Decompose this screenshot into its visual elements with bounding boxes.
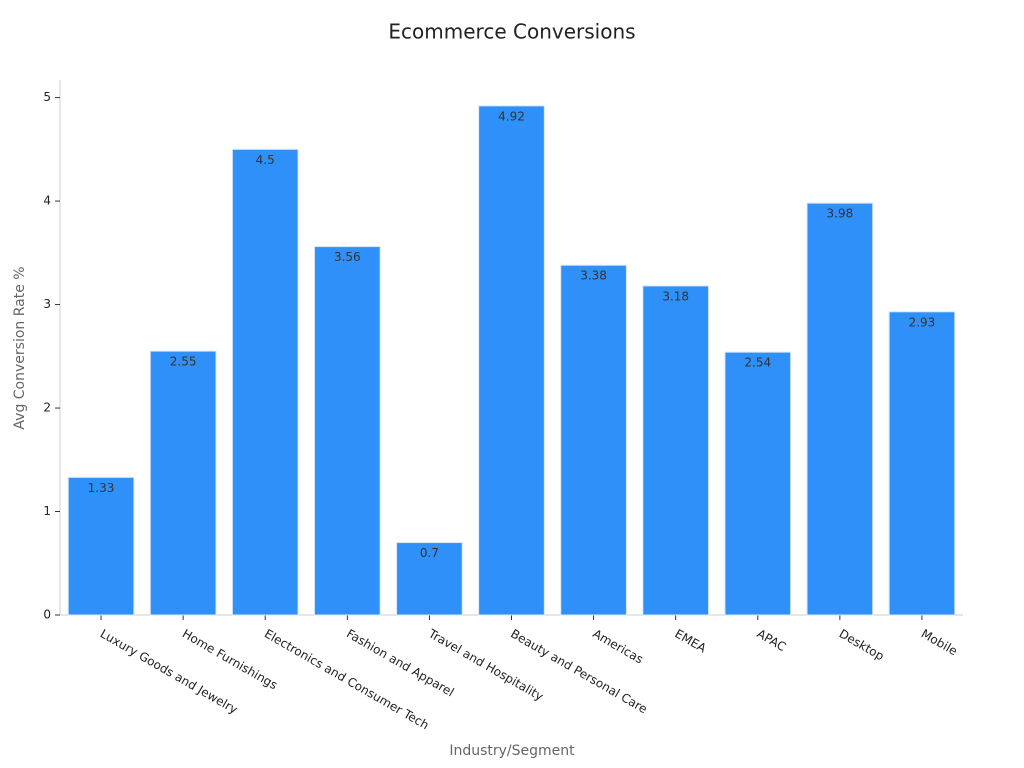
y-tick-label: 2	[43, 401, 51, 415]
x-tick-label: APAC	[755, 627, 789, 655]
bar	[806, 202, 874, 616]
bar	[560, 264, 627, 616]
bar	[67, 476, 135, 616]
bar	[231, 148, 299, 616]
x-tick-label: Desktop	[837, 627, 887, 664]
y-tick-label: 5	[43, 90, 51, 104]
x-axis-title: Industry/Segment	[449, 743, 575, 759]
value-label: 3.98	[827, 207, 854, 221]
y-tick-label: 4	[43, 194, 51, 208]
x-tick-label: Mobile	[919, 627, 960, 659]
y-tick-label: 3	[43, 297, 51, 311]
value-label: 2.55	[170, 355, 197, 369]
bar	[642, 285, 710, 616]
value-label: 3.38	[580, 269, 607, 283]
x-tick-label: Luxury Goods and Jewelry	[98, 627, 240, 717]
x-tick-label: Americas	[590, 627, 645, 667]
bar	[478, 105, 545, 616]
bar	[396, 542, 463, 616]
bar	[888, 311, 956, 616]
value-label: 3.18	[662, 289, 689, 303]
value-label: 0.7	[420, 546, 439, 560]
value-label: 2.54	[744, 356, 771, 370]
value-label: 4.92	[498, 109, 525, 123]
y-tick-label: 0	[43, 608, 51, 622]
x-tick-label: Electronics and Consumer Tech	[262, 627, 431, 733]
bar	[724, 351, 792, 616]
x-tick-label: Beauty and Personal Care	[508, 627, 649, 717]
x-tick-label: EMEA	[672, 627, 709, 656]
y-axis-title: Avg Conversion Rate %	[12, 266, 28, 429]
bar	[313, 246, 381, 616]
bar	[149, 350, 217, 616]
chart-title: Ecommerce Conversions	[388, 20, 635, 44]
value-label: 3.56	[334, 250, 361, 264]
value-label: 1.33	[88, 481, 115, 495]
y-tick-label: 1	[43, 504, 51, 518]
value-label: 4.5	[256, 153, 275, 167]
value-label: 2.93	[909, 315, 936, 329]
